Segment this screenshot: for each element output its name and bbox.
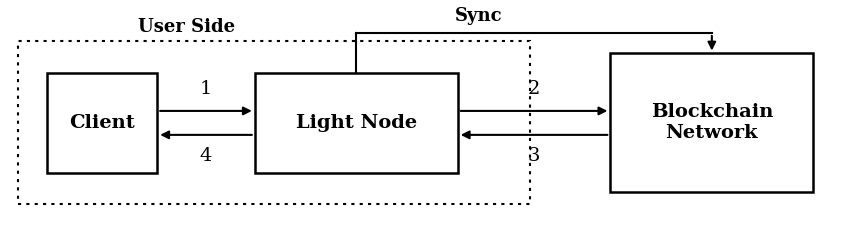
Bar [47,73,158,173]
Text: Client: Client [70,114,135,132]
Text: Blockchain
Network: Blockchain Network [650,103,773,142]
Text: User Side: User Side [138,18,236,36]
Bar [611,54,813,192]
Text: 4: 4 [200,147,212,165]
Bar [254,73,458,173]
Text: 2: 2 [527,80,540,98]
Bar [18,41,530,204]
Text: Sync: Sync [455,7,503,25]
Text: Light Node: Light Node [296,114,417,132]
Text: 1: 1 [200,80,212,98]
Text: 3: 3 [527,147,540,165]
